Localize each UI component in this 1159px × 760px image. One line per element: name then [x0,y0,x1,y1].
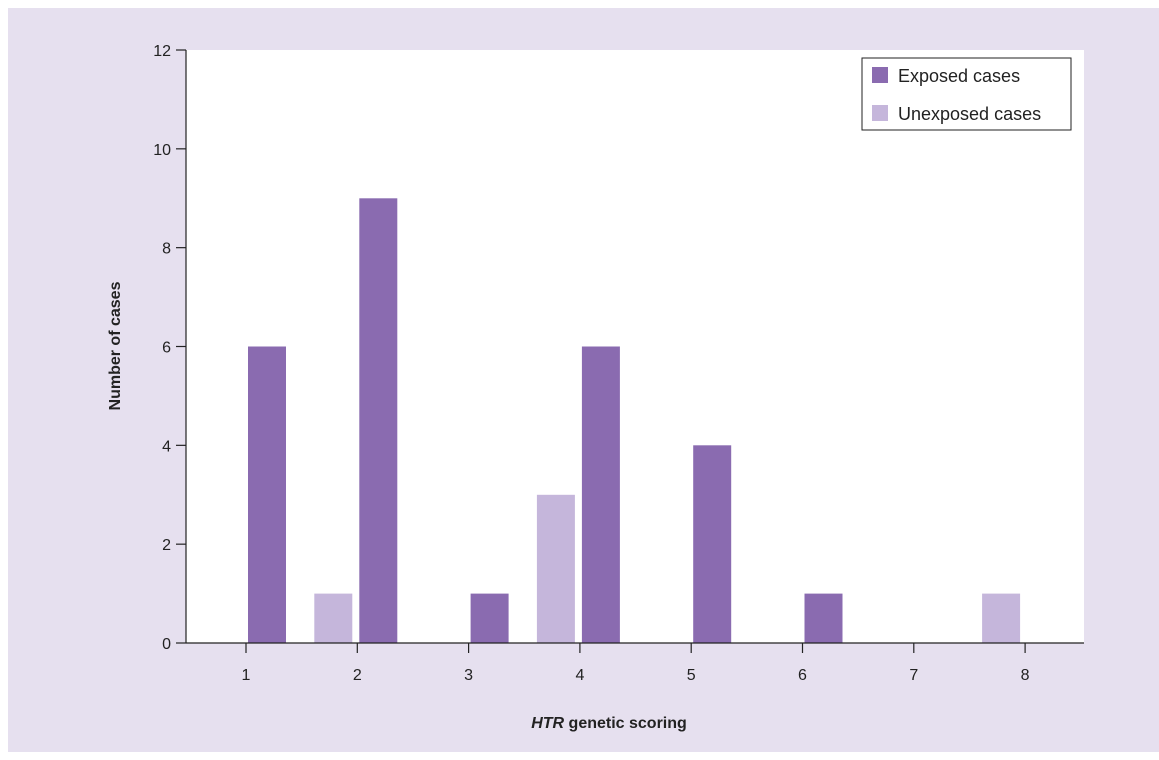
bar-unexposed-8 [982,593,1021,643]
plot-area [186,50,1084,643]
bar-exposed-2 [359,198,398,644]
x-axis-title: HTR genetic scoring [531,715,687,732]
legend-box [861,57,1072,131]
x-axis-ticks: 1 2 3 4 5 6 7 8 [242,643,1030,684]
x-tick-label-6: 6 [798,667,807,684]
legend-swatch-exposed [872,67,888,83]
bar-unexposed-2 [314,593,353,643]
x-axis-title-italic: HTR [531,715,564,732]
bar-exposed-5 [693,445,732,643]
bar-unexposed-4 [536,494,575,644]
y-tick-label-12: 12 [153,43,171,60]
exposed-series [248,198,843,644]
y-tick-label-4: 4 [162,438,171,455]
y-axis-title: Number of cases [107,281,124,410]
x-tick-label-7: 7 [909,667,918,684]
x-tick-label-3: 3 [464,667,473,684]
bar-exposed-4 [581,346,620,643]
y-tick-label-10: 10 [153,142,171,159]
x-axis-title-rest: genetic scoring [564,715,687,732]
bar-exposed-6 [804,593,843,643]
y-tick-label-6: 6 [162,340,171,357]
x-tick-label-1: 1 [242,667,251,684]
y-tick-label-8: 8 [162,241,171,258]
unexposed-series [314,494,1021,644]
bar-exposed-1 [248,346,286,643]
x-tick-label-4: 4 [575,667,584,684]
x-tick-label-2: 2 [353,667,362,684]
y-tick-label-0: 0 [162,636,171,653]
legend: Exposed cases Unexposed cases [861,57,1072,131]
x-tick-label-5: 5 [687,667,696,684]
x-tick-label-8: 8 [1021,667,1030,684]
bar-exposed-3 [470,593,509,643]
legend-swatch-unexposed [872,105,888,121]
y-axis-ticks: 0 2 4 6 8 10 12 [153,43,186,653]
legend-label-unexposed: Unexposed cases [898,104,1041,124]
y-tick-label-2: 2 [162,537,171,554]
legend-label-exposed: Exposed cases [898,66,1020,86]
